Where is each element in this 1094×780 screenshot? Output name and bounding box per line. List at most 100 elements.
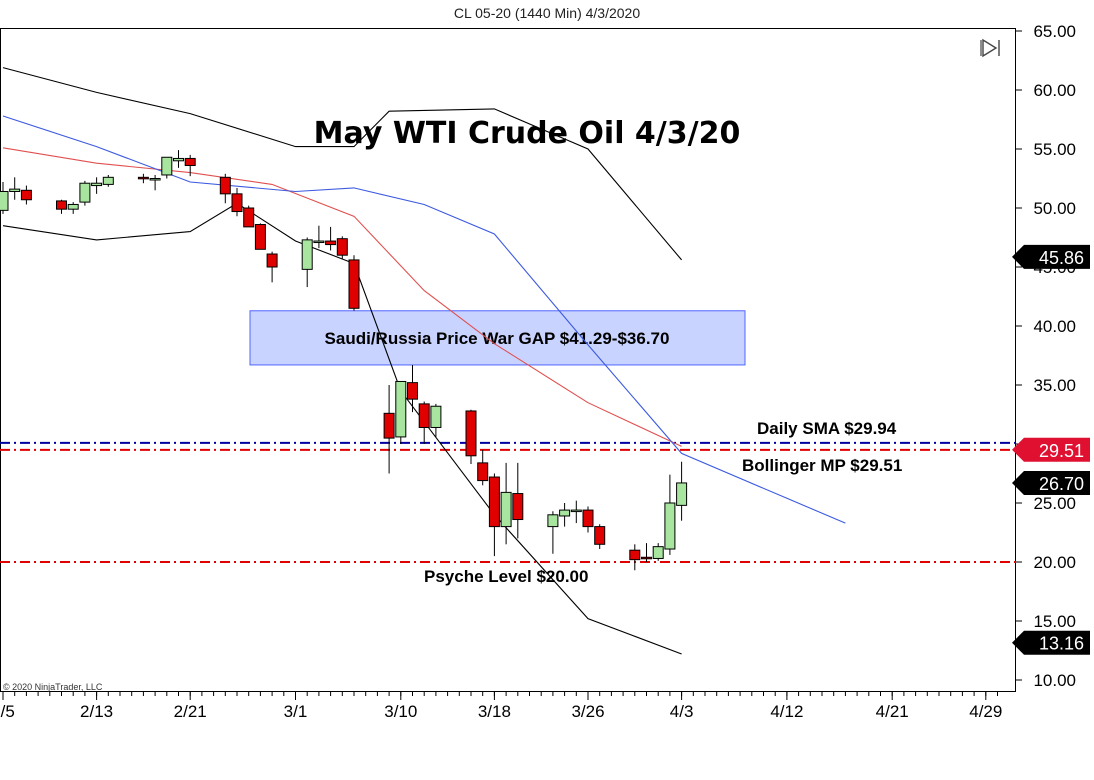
candle-body <box>430 405 442 428</box>
price-marker-label: 29.51 <box>1039 441 1084 461</box>
chart-header: CL 05-20 (1440 Min) 4/3/2020 <box>453 5 641 21</box>
price-marker-badge <box>1012 470 1090 495</box>
reference-line-label: Bollinger MP $29.51 <box>742 456 902 475</box>
candle-body <box>348 259 360 309</box>
y-tick-label: 60.00 <box>1033 81 1076 100</box>
candle-body <box>395 380 407 438</box>
candle-body <box>56 200 67 210</box>
y-tick-label: 15.00 <box>1033 612 1076 631</box>
candle <box>570 500 582 524</box>
candle <box>219 173 231 204</box>
candle-body <box>149 178 161 181</box>
candle-body <box>301 239 313 270</box>
candle-body <box>231 193 243 213</box>
candle-body <box>0 190 9 211</box>
candle <box>348 255 360 311</box>
candle-body <box>173 157 184 162</box>
candle <box>629 544 641 571</box>
y-tick-label: 65.00 <box>1033 22 1076 41</box>
candle-body <box>559 509 571 517</box>
candle-body <box>465 410 477 457</box>
y-tick-label: 20.00 <box>1033 553 1076 572</box>
candle <box>243 205 255 228</box>
price-marker-badge <box>1012 630 1090 655</box>
candle-body <box>512 493 524 521</box>
candle-body <box>254 224 266 250</box>
candle <box>395 380 407 444</box>
candle-body <box>137 176 149 180</box>
price-marker: 26.70 <box>1012 470 1090 495</box>
x-tick-label: 4/12 <box>770 702 803 721</box>
play-bar-icon[interactable] <box>980 38 1000 58</box>
candle-body <box>102 176 114 185</box>
candle-body <box>161 156 173 176</box>
candle <box>161 156 173 179</box>
candle <box>79 180 91 206</box>
candle <box>67 202 79 214</box>
price-marker: 29.51 <box>1012 437 1090 462</box>
y-tick-label: 40.00 <box>1033 317 1076 336</box>
reference-line-label: Daily SMA $29.94 <box>757 419 897 438</box>
candle <box>559 503 571 527</box>
x-tick-label: 2/13 <box>80 702 113 721</box>
candle <box>231 187 243 217</box>
candle-body <box>184 157 196 167</box>
candle-body <box>67 203 79 210</box>
candle-body <box>79 182 91 203</box>
candle-body <box>594 526 606 545</box>
candle <box>9 177 21 200</box>
candle-body <box>641 556 652 560</box>
candle <box>254 223 266 250</box>
candle <box>56 199 67 214</box>
candle-body <box>418 403 430 428</box>
candle <box>383 385 395 474</box>
candle-body <box>652 546 664 559</box>
candle <box>325 226 337 251</box>
gap-box-label: Saudi/Russia Price War GAP $41.29-$36.70 <box>325 329 670 348</box>
candle <box>547 511 559 554</box>
price-marker-label: 13.16 <box>1039 634 1084 654</box>
candle-body <box>266 253 278 268</box>
reference-line-label: Psyche Level $20.00 <box>424 567 588 586</box>
bollinger-upper-line <box>2 67 683 261</box>
bollinger-lower-line <box>2 202 682 655</box>
x-tick-label: 3/26 <box>571 702 604 721</box>
y-tick-label: 35.00 <box>1033 376 1076 395</box>
y-tick-label: 25.00 <box>1033 494 1076 513</box>
candle-body <box>383 412 395 439</box>
x-tick-label: 3/18 <box>478 702 511 721</box>
x-tick-label: 4/29 <box>969 702 1002 721</box>
price-marker-label: 26.70 <box>1039 474 1084 494</box>
candle <box>336 236 348 259</box>
candle <box>641 543 652 562</box>
x-tick-label: 2/5 <box>0 702 15 721</box>
candle <box>407 364 418 413</box>
candle-body <box>676 482 688 506</box>
candle-body <box>629 549 641 561</box>
bollinger-mid-line <box>2 115 846 524</box>
y-tick-label: 50.00 <box>1033 199 1076 218</box>
candle-body <box>219 176 231 195</box>
candle <box>137 173 149 184</box>
candle-body <box>500 491 512 528</box>
candle <box>488 473 500 557</box>
price-marker-label: 45.86 <box>1039 248 1084 268</box>
candle <box>512 462 524 539</box>
y-tick-label: 55.00 <box>1033 140 1076 159</box>
sma-line <box>2 147 682 447</box>
candle-body <box>582 509 594 528</box>
candle <box>313 225 325 249</box>
candle <box>500 462 512 545</box>
candle-body <box>547 514 559 528</box>
candle <box>266 251 278 283</box>
x-tick-label: 2/21 <box>174 702 207 721</box>
candle <box>652 543 664 561</box>
candle-body <box>325 240 337 246</box>
x-tick-label: 3/1 <box>284 702 308 721</box>
gap-box <box>249 310 746 366</box>
candle <box>0 182 9 214</box>
candle-body <box>91 182 103 187</box>
candle <box>102 174 114 187</box>
candle <box>184 154 196 177</box>
